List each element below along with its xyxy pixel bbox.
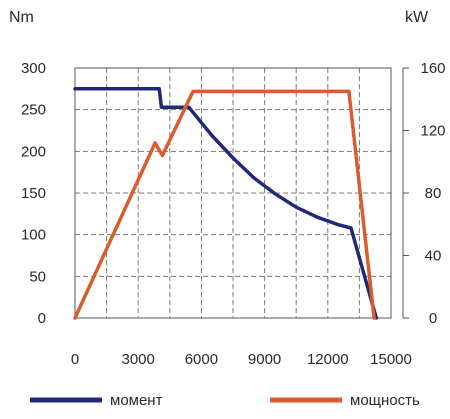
- x-tick-label: 3000: [122, 351, 155, 368]
- series-line-1: [73, 87, 379, 320]
- y-left-tick-label: 250: [21, 102, 46, 119]
- y-right-tick-label: 0: [429, 310, 437, 327]
- y-right-tick-label: 40: [425, 248, 442, 265]
- y-left-tick-label: 300: [21, 60, 46, 77]
- x-tick-label: 15000: [370, 351, 412, 368]
- y-left-tick-label: 100: [21, 227, 46, 244]
- y-left-tick-label: 50: [29, 268, 46, 285]
- x-tick-label: 0: [71, 351, 79, 368]
- gridlines: [75, 68, 391, 318]
- y-right-tick-label: 80: [425, 185, 442, 202]
- x-tick-label: 9000: [248, 351, 281, 368]
- y-left-tick-label: 200: [21, 143, 46, 160]
- x-tick-label: 6000: [185, 351, 218, 368]
- legend-label-2: мощность: [350, 392, 420, 409]
- y-left-tick-label: 150: [21, 185, 46, 202]
- y-right-tick-label: 120: [420, 123, 445, 140]
- x-tick-label: 12000: [307, 351, 349, 368]
- axis-ticks: 0 3000 6000 9000 12000 1500005010015020025030…: [21, 60, 446, 368]
- plot-frame: [74, 67, 392, 319]
- y-left-tick-label: 0: [38, 310, 46, 327]
- legend: момент мощность: [30, 392, 420, 409]
- y-right-tick-label: 160: [420, 60, 445, 77]
- left-axis-unit: Nm: [9, 9, 34, 26]
- series-lines: [73, 87, 379, 320]
- legend-label-1: момент: [110, 392, 163, 409]
- series-line-2: [73, 89, 376, 320]
- right-axis-unit: kW: [405, 9, 429, 26]
